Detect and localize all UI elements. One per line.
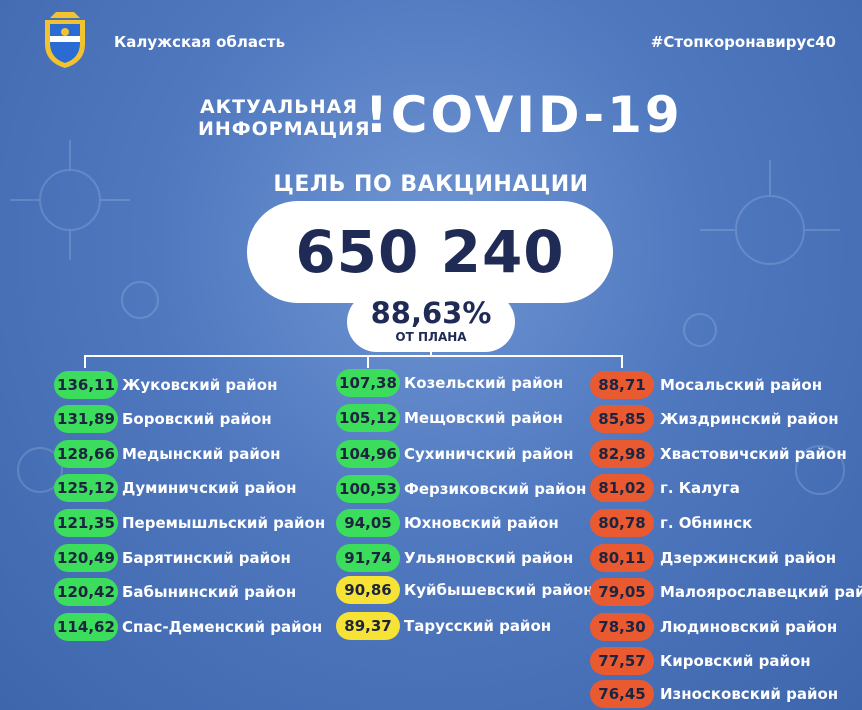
- district-percent-badge: 77,57: [590, 647, 654, 675]
- district-percent-badge: 131,89: [54, 405, 118, 433]
- district-percent-badge: 81,02: [590, 474, 654, 502]
- district-name: Людиновский район: [660, 618, 838, 636]
- title-line-1: АКТУАЛЬНАЯ: [199, 96, 358, 118]
- district-name: г. Обнинск: [660, 514, 753, 532]
- district-name: Износковский район: [660, 685, 839, 703]
- district-name: Медынский район: [122, 445, 281, 463]
- district-percent-badge: 78,30: [590, 613, 654, 641]
- district-name: Хвастовичский район: [660, 445, 847, 463]
- district-percent-badge: 107,38: [336, 369, 400, 397]
- district-name: Барятинский район: [122, 549, 291, 567]
- district-percent-badge: 136,11: [54, 371, 118, 399]
- plan-percent-label: ОТ ПЛАНА: [395, 330, 467, 344]
- district-name: Кировский район: [660, 652, 811, 670]
- district-percent-badge: 120,42: [54, 578, 118, 606]
- district-percent-badge: 125,12: [54, 474, 118, 502]
- district-percent-badge: 105,12: [336, 404, 400, 432]
- district-name: Ульяновский район: [404, 549, 574, 567]
- district-name: Мосальский район: [660, 376, 823, 394]
- district-percent-badge: 91,74: [336, 544, 400, 572]
- district-percent-badge: 121,35: [54, 509, 118, 537]
- district-name: Тарусский район: [404, 617, 552, 635]
- district-percent-badge: 82,98: [590, 440, 654, 468]
- title-line-2: ИНФОРМАЦИЯ: [198, 118, 371, 140]
- district-percent-badge: 90,86: [336, 576, 400, 604]
- goal-value: 650 240: [247, 201, 613, 303]
- district-name: Сухиничский район: [404, 445, 574, 463]
- district-name: Перемышльский район: [122, 514, 326, 532]
- district-name: Юхновский район: [404, 514, 559, 532]
- plan-percent: 88,63%: [370, 296, 492, 330]
- district-name: Бабынинский район: [122, 583, 297, 601]
- plan-percent-badge: 88,63% ОТ ПЛАНА: [347, 292, 515, 352]
- district-name: Малоярославецкий район: [660, 583, 862, 601]
- district-name: Ферзиковский район: [404, 480, 587, 498]
- district-percent-badge: 94,05: [336, 509, 400, 537]
- district-name: Мещовский район: [404, 409, 563, 427]
- district-percent-badge: 85,85: [590, 405, 654, 433]
- title-small: АКТУАЛЬНАЯ ИНФОРМАЦИЯ: [198, 96, 371, 140]
- district-percent-badge: 100,53: [336, 475, 400, 503]
- district-percent-badge: 104,96: [336, 440, 400, 468]
- district-name: Боровский район: [122, 410, 272, 428]
- district-percent-badge: 80,11: [590, 544, 654, 572]
- district-name: Спас-Деменский район: [122, 618, 323, 636]
- title-main: !COVID-19: [365, 86, 683, 144]
- district-percent-badge: 128,66: [54, 440, 118, 468]
- district-percent-badge: 79,05: [590, 578, 654, 606]
- district-name: Жиздринский район: [660, 410, 839, 428]
- district-percent-badge: 89,37: [336, 612, 400, 640]
- district-percent-badge: 76,45: [590, 680, 654, 708]
- district-percent-badge: 88,71: [590, 371, 654, 399]
- district-percent-badge: 120,49: [54, 544, 118, 572]
- goal-label: ЦЕЛЬ ПО ВАКЦИНАЦИИ: [273, 172, 589, 197]
- district-percent-badge: 114,62: [54, 613, 118, 641]
- district-name: Думиничский район: [122, 479, 297, 497]
- district-name: Куйбышевский район: [404, 581, 594, 599]
- hashtag: #Стопкоронавирус40: [650, 33, 836, 51]
- district-name: Козельский район: [404, 374, 564, 392]
- district-name: Жуковский район: [122, 376, 278, 394]
- district-percent-badge: 80,78: [590, 509, 654, 537]
- coat-of-arms-icon: [45, 12, 85, 68]
- region-name: Калужская область: [114, 33, 286, 51]
- district-name: Дзержинский район: [660, 549, 837, 567]
- district-name: г. Калуга: [660, 479, 740, 497]
